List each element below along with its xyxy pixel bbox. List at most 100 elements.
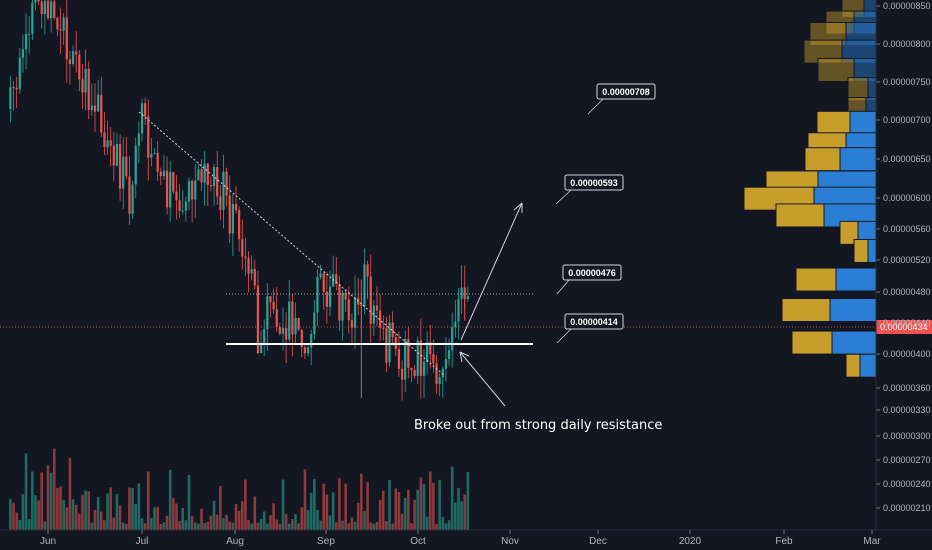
y-tick-label: 0.00000560 [883, 224, 931, 234]
volume-bar [432, 482, 435, 530]
volume-bar [410, 523, 413, 530]
volume-bar [447, 520, 451, 530]
y-tick-label: 0.00000400 [883, 349, 931, 359]
descending-trendline [138, 111, 446, 377]
volume-bar [143, 523, 147, 530]
volume-bar [62, 500, 65, 530]
candle-body [447, 350, 451, 359]
candle-body [310, 333, 313, 348]
volume-bar [27, 519, 31, 530]
volume-bar [291, 519, 294, 530]
candle-body [332, 274, 335, 287]
volume-profile-sell [867, 238, 877, 263]
candle-body [382, 327, 385, 329]
candle-body [372, 305, 375, 324]
candle-body [407, 338, 410, 368]
volume-bar [407, 489, 410, 530]
candle-body [156, 153, 159, 172]
volume-bar [18, 519, 22, 530]
callout-label: 0.00000593 [570, 178, 618, 188]
volume-bar [90, 522, 94, 530]
volume-bar [240, 501, 244, 530]
volume-bar [109, 487, 112, 530]
candle-body [62, 17, 65, 31]
candle-body [438, 377, 441, 384]
volume-bar [435, 523, 438, 530]
candle-body [194, 180, 197, 200]
volume-profile-buy [817, 57, 855, 82]
volume-bar [363, 510, 366, 530]
candle-body [109, 140, 112, 146]
candle-body [122, 156, 125, 189]
volume-bar [106, 493, 109, 530]
candle-body [328, 286, 332, 307]
volume-bar [250, 523, 253, 530]
volume-bar [294, 514, 297, 530]
volume-bar [322, 483, 326, 530]
volume-bar [71, 499, 75, 530]
candle-body [375, 305, 379, 311]
volume-bar [297, 523, 300, 530]
volume-bar [460, 501, 463, 530]
candle-body [228, 195, 231, 234]
volume-bar [463, 494, 467, 530]
candle-body [93, 105, 97, 112]
volume-bar [206, 521, 210, 530]
volume-bar [56, 487, 59, 530]
y-tick-label: 0.00000520 [883, 255, 931, 265]
volume-profile-buy [841, 0, 865, 18]
volume-bar [422, 484, 426, 530]
volume-bar [146, 471, 150, 530]
volume-bar [369, 522, 373, 530]
candle-body [410, 367, 413, 370]
candle-body [18, 57, 21, 90]
volume-bar [65, 507, 69, 530]
candle-body [454, 321, 457, 328]
candle-body [200, 169, 203, 183]
candle-body [106, 140, 109, 148]
volume-bar [444, 523, 448, 530]
candle-body [463, 287, 466, 299]
y-tick-label: 0.00000600 [883, 193, 931, 203]
volume-bar [93, 509, 97, 530]
candle-body [9, 87, 12, 110]
volume-bar [128, 487, 131, 530]
volume-bar [262, 511, 266, 530]
y-tick-label: 0.00000700 [883, 115, 931, 125]
volume-bar [231, 522, 235, 530]
volume-bar [134, 503, 138, 530]
volume-bar [397, 491, 401, 530]
volume-bar [112, 517, 116, 530]
candle-body [297, 318, 300, 330]
time-axis[interactable]: Jun Jul Aug Sep Oct Nov Dec 2020 Feb Mar [0, 529, 932, 547]
volume-bar [24, 453, 28, 530]
volume-bar [9, 499, 12, 530]
volume-bar [281, 479, 285, 530]
x-tick-label: Jul [136, 536, 149, 547]
candle-body [219, 196, 222, 210]
volume-profile-sell [859, 353, 877, 378]
candle-body [87, 68, 90, 111]
volume-bar [278, 523, 282, 530]
price-axis[interactable]: 0.00000850 0.00000800 0.00000750 0.00000700… [875, 0, 931, 530]
volume-bar [403, 498, 407, 530]
volume-bar [247, 520, 250, 530]
volume-bar [360, 473, 363, 530]
volume-bar [266, 523, 269, 530]
candle-body [153, 153, 156, 155]
volume-bar [347, 523, 351, 530]
y-tick-label: 0.00000750 [883, 77, 931, 87]
target-arrow [460, 202, 523, 341]
callout-box [564, 313, 624, 330]
volume-profile-buy [791, 330, 833, 355]
volume-bar [253, 496, 257, 530]
callout-box [596, 83, 656, 100]
volume-bar [131, 488, 134, 530]
candle-body [272, 302, 275, 310]
volume-bar [256, 522, 260, 530]
volume-profile-buy [816, 110, 851, 135]
volume-bar [325, 494, 329, 530]
volume-bar [306, 509, 310, 530]
volume-bar [466, 472, 470, 530]
